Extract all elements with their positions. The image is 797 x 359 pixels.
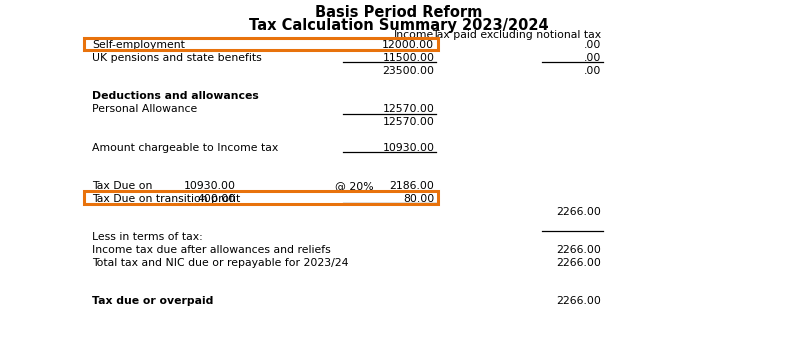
Text: Deductions and allowances: Deductions and allowances: [92, 91, 259, 101]
Text: Tax Due on transition profit: Tax Due on transition profit: [92, 194, 241, 204]
Text: Basis Period Reform: Basis Period Reform: [315, 5, 482, 20]
Text: 2266.00: 2266.00: [556, 258, 602, 268]
Text: 400.00: 400.00: [197, 194, 235, 204]
Text: 2266.00: 2266.00: [556, 245, 602, 255]
Text: 2266.00: 2266.00: [556, 297, 602, 307]
Text: 80.00: 80.00: [403, 194, 434, 204]
Text: Tax due or overpaid: Tax due or overpaid: [92, 297, 214, 307]
Text: Personal Allowance: Personal Allowance: [92, 104, 198, 114]
Text: 10930.00: 10930.00: [183, 181, 235, 191]
Text: 2186.00: 2186.00: [390, 181, 434, 191]
Text: Tax Calculation Summary 2023/2024: Tax Calculation Summary 2023/2024: [249, 18, 548, 33]
Text: @ 20%: @ 20%: [335, 181, 374, 191]
Text: Income: Income: [394, 30, 434, 40]
Text: Less in terms of tax:: Less in terms of tax:: [92, 232, 203, 242]
Text: Amount chargeable to Income tax: Amount chargeable to Income tax: [92, 143, 278, 153]
Text: 11500.00: 11500.00: [383, 53, 434, 63]
Text: Tax Due on: Tax Due on: [92, 181, 152, 191]
Text: UK pensions and state benefits: UK pensions and state benefits: [92, 53, 262, 63]
Text: .00: .00: [584, 40, 602, 50]
Text: Income tax due after allowances and reliefs: Income tax due after allowances and reli…: [92, 245, 331, 255]
Text: 12570.00: 12570.00: [383, 117, 434, 127]
Text: Tax paid excluding notional tax: Tax paid excluding notional tax: [432, 30, 602, 40]
Text: Self-employment: Self-employment: [92, 40, 185, 50]
Text: 12570.00: 12570.00: [383, 104, 434, 114]
Text: .00: .00: [584, 66, 602, 76]
Text: 2266.00: 2266.00: [556, 207, 602, 217]
Text: .00: .00: [584, 53, 602, 63]
Text: Total tax and NIC due or repayable for 2023/24: Total tax and NIC due or repayable for 2…: [92, 258, 349, 268]
Text: 12000.00: 12000.00: [383, 40, 434, 50]
Text: 23500.00: 23500.00: [383, 66, 434, 76]
Text: 10930.00: 10930.00: [383, 143, 434, 153]
